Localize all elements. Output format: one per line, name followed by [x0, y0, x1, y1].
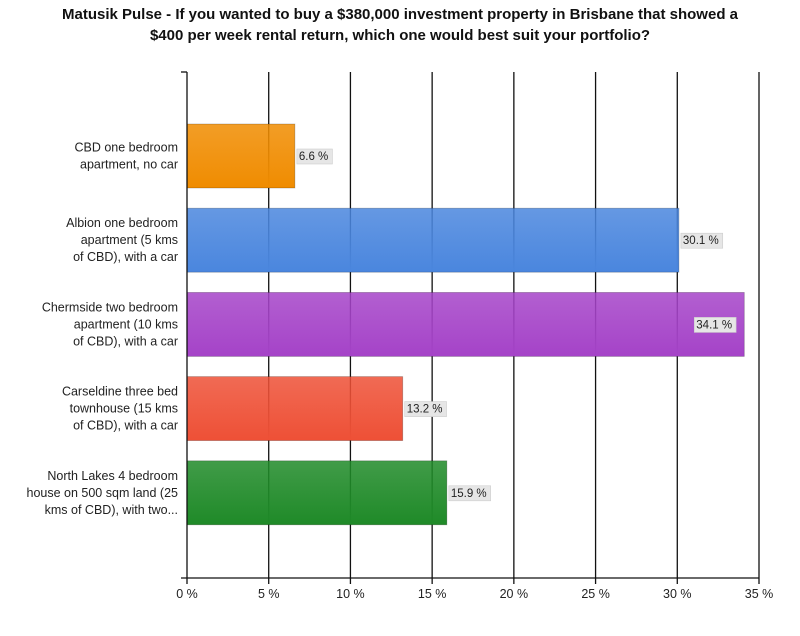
category-label: Albion one bedroom apartment (5 kms of CBD…: [66, 216, 178, 264]
category-label: North Lakes 4 bedroom house on 500 sqm la…: [27, 469, 179, 517]
category-label-line: kms of CBD), with two...: [45, 503, 178, 517]
data-label: 15.9 %: [451, 488, 487, 500]
category-label-line: Albion one bedroom: [66, 216, 178, 230]
chart-title-line-1: Matusik Pulse - If you wanted to buy a $…: [61, 6, 738, 23]
x-tick-label: 25 %: [581, 587, 610, 601]
bar: [186, 207, 680, 273]
category-label-line: CBD one bedroom: [74, 141, 178, 155]
category-label-line: of CBD), with a car: [73, 334, 178, 348]
category-label: Chermside two bedroom apartment (10 kms of…: [42, 300, 178, 348]
bar: [186, 291, 745, 357]
x-tick-label: 20 %: [500, 587, 529, 601]
bars: [186, 123, 745, 526]
category-label-line: of CBD), with a car: [73, 419, 178, 433]
category-label-line: apartment, no car: [80, 158, 178, 172]
data-label-box: [404, 401, 447, 417]
x-tick-label: 15 %: [418, 587, 447, 601]
x-tick-label: 5 %: [258, 587, 280, 601]
data-label: 6.6 %: [299, 151, 328, 163]
category-label: Carseldine three bed townhouse (15 kms of …: [62, 385, 178, 433]
data-label-box: [448, 485, 491, 502]
category-label-line: Chermside two bedroom: [42, 300, 178, 314]
axes: [181, 71, 760, 584]
bar: [186, 123, 296, 189]
category-label-line: apartment (5 kms: [81, 233, 178, 247]
category-label: CBD one bedroom apartment, no car: [74, 141, 178, 172]
chart-title-line-2: $400 per week rental return, which one w…: [149, 27, 651, 44]
x-tick-label: 30 %: [663, 587, 692, 601]
bar: [186, 376, 404, 442]
category-label-line: apartment (10 kms: [74, 317, 178, 331]
category-label-line: Carseldine three bed: [62, 385, 178, 399]
x-tick-label: 0 %: [176, 587, 198, 601]
data-label: 13.2 %: [407, 404, 443, 416]
chart-title: Matusik Pulse - If you wanted to buy a $…: [0, 4, 800, 46]
data-label-box: [693, 317, 737, 333]
x-tick-label: 35 %: [745, 587, 774, 601]
bar: [186, 460, 448, 526]
category-label-line: North Lakes 4 bedroom: [47, 469, 178, 483]
data-label-box: [680, 232, 724, 249]
category-label-line: house on 500 sqm land (25: [27, 486, 179, 500]
x-tick-label: 10 %: [336, 587, 365, 601]
data-label-box: [296, 148, 333, 165]
data-label: 30.1 %: [683, 235, 719, 247]
category-label-line: of CBD), with a car: [73, 250, 178, 264]
data-label: 34.1 %: [696, 319, 732, 331]
labels: 0 % 5 % 10 % 15 % 20 % 25 % 30 % 35 % 6.6 % CBD o…: [27, 141, 774, 602]
category-label-line: townhouse (15 kms: [70, 402, 178, 416]
